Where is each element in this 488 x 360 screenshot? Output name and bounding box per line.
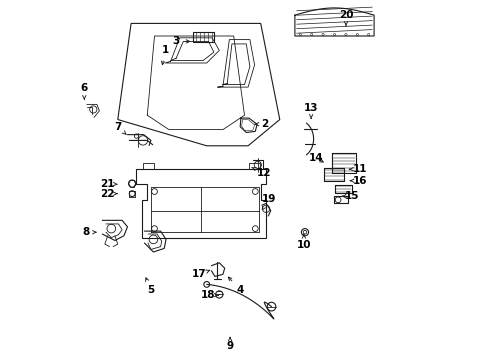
- Text: 21: 21: [100, 179, 117, 189]
- Text: 2: 2: [255, 119, 267, 129]
- Text: 3: 3: [172, 36, 189, 46]
- Text: 8: 8: [82, 227, 96, 237]
- Text: 12: 12: [251, 167, 271, 178]
- Text: 4: 4: [228, 277, 244, 295]
- Text: 15: 15: [342, 191, 359, 201]
- Text: 22: 22: [100, 189, 117, 199]
- Text: 7: 7: [114, 122, 126, 135]
- Text: 16: 16: [349, 176, 367, 186]
- Text: 20: 20: [338, 10, 352, 26]
- Text: 13: 13: [303, 103, 318, 118]
- Text: 19: 19: [261, 194, 276, 210]
- Text: 5: 5: [145, 278, 154, 295]
- Text: 1: 1: [161, 45, 168, 65]
- Text: 14: 14: [308, 153, 323, 163]
- Polygon shape: [136, 169, 265, 238]
- Polygon shape: [118, 23, 279, 146]
- Text: 11: 11: [349, 164, 366, 174]
- Text: 9: 9: [226, 337, 233, 351]
- Bar: [193, 32, 214, 42]
- Text: 10: 10: [296, 234, 310, 250]
- Text: 6: 6: [81, 83, 88, 99]
- Text: 18: 18: [201, 290, 218, 300]
- Text: 17: 17: [192, 269, 209, 279]
